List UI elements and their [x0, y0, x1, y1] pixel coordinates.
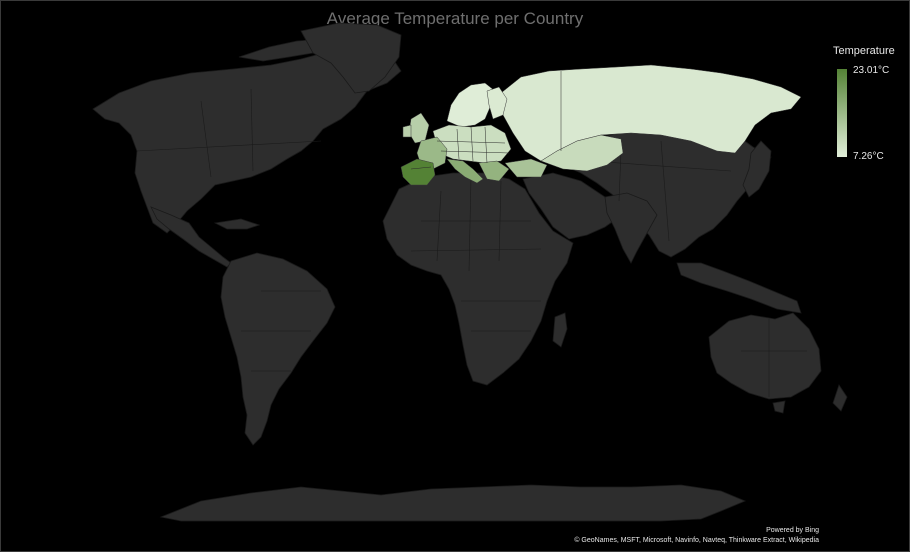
australia [708, 312, 822, 400]
india [604, 192, 658, 264]
region-ireland [402, 124, 412, 138]
tasmania [772, 400, 786, 414]
europe-borders [410, 71, 562, 170]
legend-min-label: 7.26°C [853, 151, 884, 162]
north-america [92, 50, 402, 234]
legend-max-label: 23.01°C [853, 65, 890, 76]
country-borders [136, 88, 807, 397]
madagascar [552, 312, 568, 348]
region-finland [486, 86, 508, 120]
map-credits: © GeoNames, MSFT, Microsoft, Navinfo, Na… [574, 537, 819, 544]
africa [382, 172, 574, 386]
region-greece [478, 160, 510, 182]
region-uk [408, 112, 430, 144]
greenland [300, 22, 402, 94]
legend-color-scale [837, 69, 847, 157]
new-zealand [832, 384, 848, 412]
arabia [522, 172, 620, 240]
japan [742, 140, 772, 198]
powered-by-label: Powered by Bing [766, 527, 819, 534]
southeast-asia-islands [676, 262, 802, 314]
region-iberia [400, 158, 436, 186]
legend-gradient [837, 69, 847, 157]
south-america [220, 252, 336, 446]
chart-title: Average Temperature per Country [326, 9, 584, 28]
caribbean [213, 218, 261, 230]
antarctica [159, 484, 747, 522]
central-america [150, 206, 232, 268]
region-scandinavia [446, 82, 496, 128]
region-kazakhstan [540, 134, 624, 172]
legend-title: Temperature [833, 45, 895, 57]
region-italy-balkans [446, 158, 484, 184]
region-turkey [504, 158, 548, 178]
